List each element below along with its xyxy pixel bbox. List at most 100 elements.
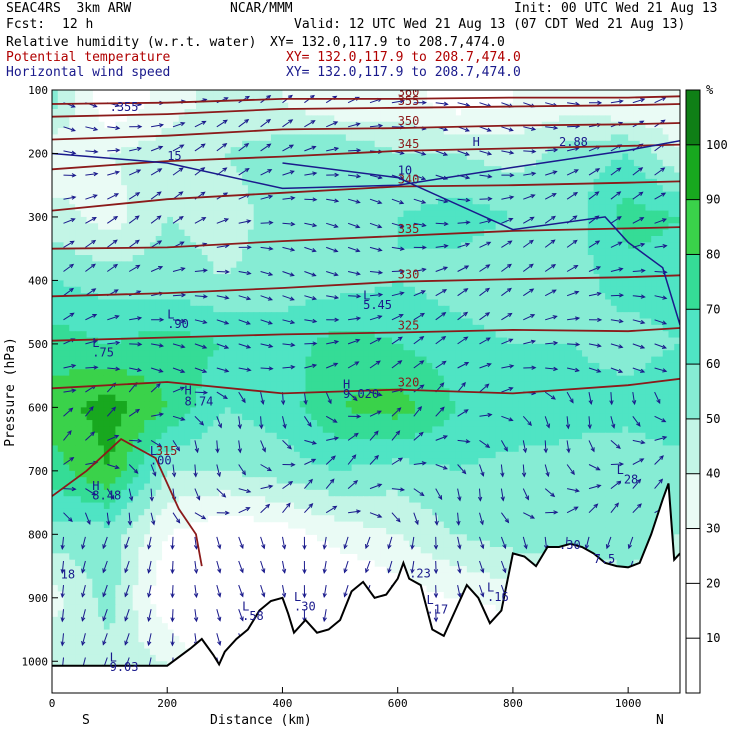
rh-cell — [363, 172, 370, 180]
rh-cell — [391, 274, 399, 282]
rh-cell — [75, 286, 82, 294]
rh-cell — [103, 204, 111, 212]
rh-cell — [432, 235, 439, 243]
rh-cell — [138, 324, 145, 332]
rh-cell — [230, 140, 237, 148]
rh-cell — [662, 147, 670, 155]
rh-cell — [501, 331, 508, 339]
rh-cell — [270, 255, 278, 262]
rh-cell — [391, 191, 399, 199]
rh-cell — [380, 172, 387, 180]
rh-cell — [334, 248, 341, 256]
rh-cell — [282, 280, 289, 288]
rh-cell — [311, 337, 318, 345]
rh-cell — [587, 324, 595, 332]
rh-cell — [507, 159, 514, 167]
rh-cell — [507, 337, 514, 345]
rh-cell — [270, 90, 278, 97]
rh-cell — [547, 369, 554, 377]
rh-cell — [247, 159, 255, 167]
rh-cell — [426, 375, 433, 383]
rh-cell — [472, 255, 479, 262]
rh-cell — [593, 210, 600, 218]
rh-cell — [184, 299, 191, 307]
rh-cell — [282, 115, 289, 123]
rh-cell — [138, 191, 145, 199]
rh-cell — [184, 248, 191, 256]
rh-cell — [75, 96, 82, 104]
rh-cell — [317, 299, 324, 307]
rh-cell — [345, 102, 353, 110]
rh-cell — [414, 248, 422, 256]
rh-cell — [368, 280, 376, 288]
rh-cell — [432, 299, 439, 307]
rh-cell — [103, 235, 111, 243]
rh-cell — [639, 286, 647, 294]
rh-cell — [570, 312, 577, 320]
rh-cell — [201, 312, 209, 320]
rh-cell — [230, 210, 237, 218]
rh-cell — [628, 274, 635, 282]
rh-cell — [236, 318, 243, 326]
rh-cell — [247, 369, 255, 377]
rh-cell — [674, 324, 680, 332]
rh-cell — [472, 274, 479, 282]
rh-cell — [52, 223, 59, 231]
rh-cell — [345, 356, 353, 364]
rh-cell — [230, 248, 237, 256]
rh-cell — [605, 229, 612, 237]
rh-cell — [115, 381, 122, 389]
rh-cell — [299, 191, 307, 199]
rh-cell — [403, 172, 410, 180]
rh-cell — [351, 261, 358, 269]
rh-cell — [253, 191, 261, 199]
rh-cell — [363, 102, 370, 110]
rh-cell — [276, 255, 284, 262]
rh-cell — [305, 216, 312, 224]
rh-cell — [570, 356, 577, 364]
rh-cell — [299, 324, 307, 332]
rh-cell — [207, 153, 214, 161]
rh-cell — [345, 128, 353, 136]
rh-cell — [599, 356, 606, 364]
rh-cell — [484, 331, 491, 339]
rh-cell — [507, 178, 514, 186]
rh-cell — [559, 242, 566, 250]
rh-cell — [132, 331, 140, 339]
rh-cell — [69, 109, 76, 116]
rh-cell — [230, 280, 237, 288]
rh-cell — [363, 96, 370, 104]
rh-cell — [397, 229, 405, 237]
rh-cell — [633, 216, 641, 224]
rh-cell — [172, 109, 180, 116]
rh-cell — [512, 293, 520, 301]
rh-cell — [432, 134, 439, 142]
rh-cell — [317, 172, 324, 180]
rh-cell — [334, 324, 341, 332]
rh-cell — [196, 204, 203, 212]
rh-cell — [270, 324, 278, 332]
rh-cell — [276, 299, 284, 307]
rh-cell — [69, 90, 76, 97]
rh-cell — [662, 337, 670, 345]
rh-cell — [224, 362, 232, 370]
rh-cell — [616, 128, 623, 136]
rh-cell — [501, 115, 508, 123]
rh-cell — [368, 216, 376, 224]
rh-cell — [374, 248, 381, 256]
rh-cell — [599, 293, 606, 301]
rh-cell — [103, 191, 111, 199]
rh-cell — [438, 255, 445, 262]
rh-cell — [616, 235, 623, 243]
rh-cell — [616, 318, 623, 326]
rh-cell — [167, 223, 174, 231]
rh-cell — [334, 305, 341, 313]
rh-cell — [674, 350, 680, 358]
rh-cell — [276, 235, 284, 243]
rh-cell — [351, 166, 358, 174]
rh-cell — [311, 204, 318, 212]
rh-cell — [639, 343, 647, 351]
rh-cell — [628, 261, 635, 269]
rh-cell — [109, 375, 116, 383]
rh-cell — [374, 343, 381, 351]
